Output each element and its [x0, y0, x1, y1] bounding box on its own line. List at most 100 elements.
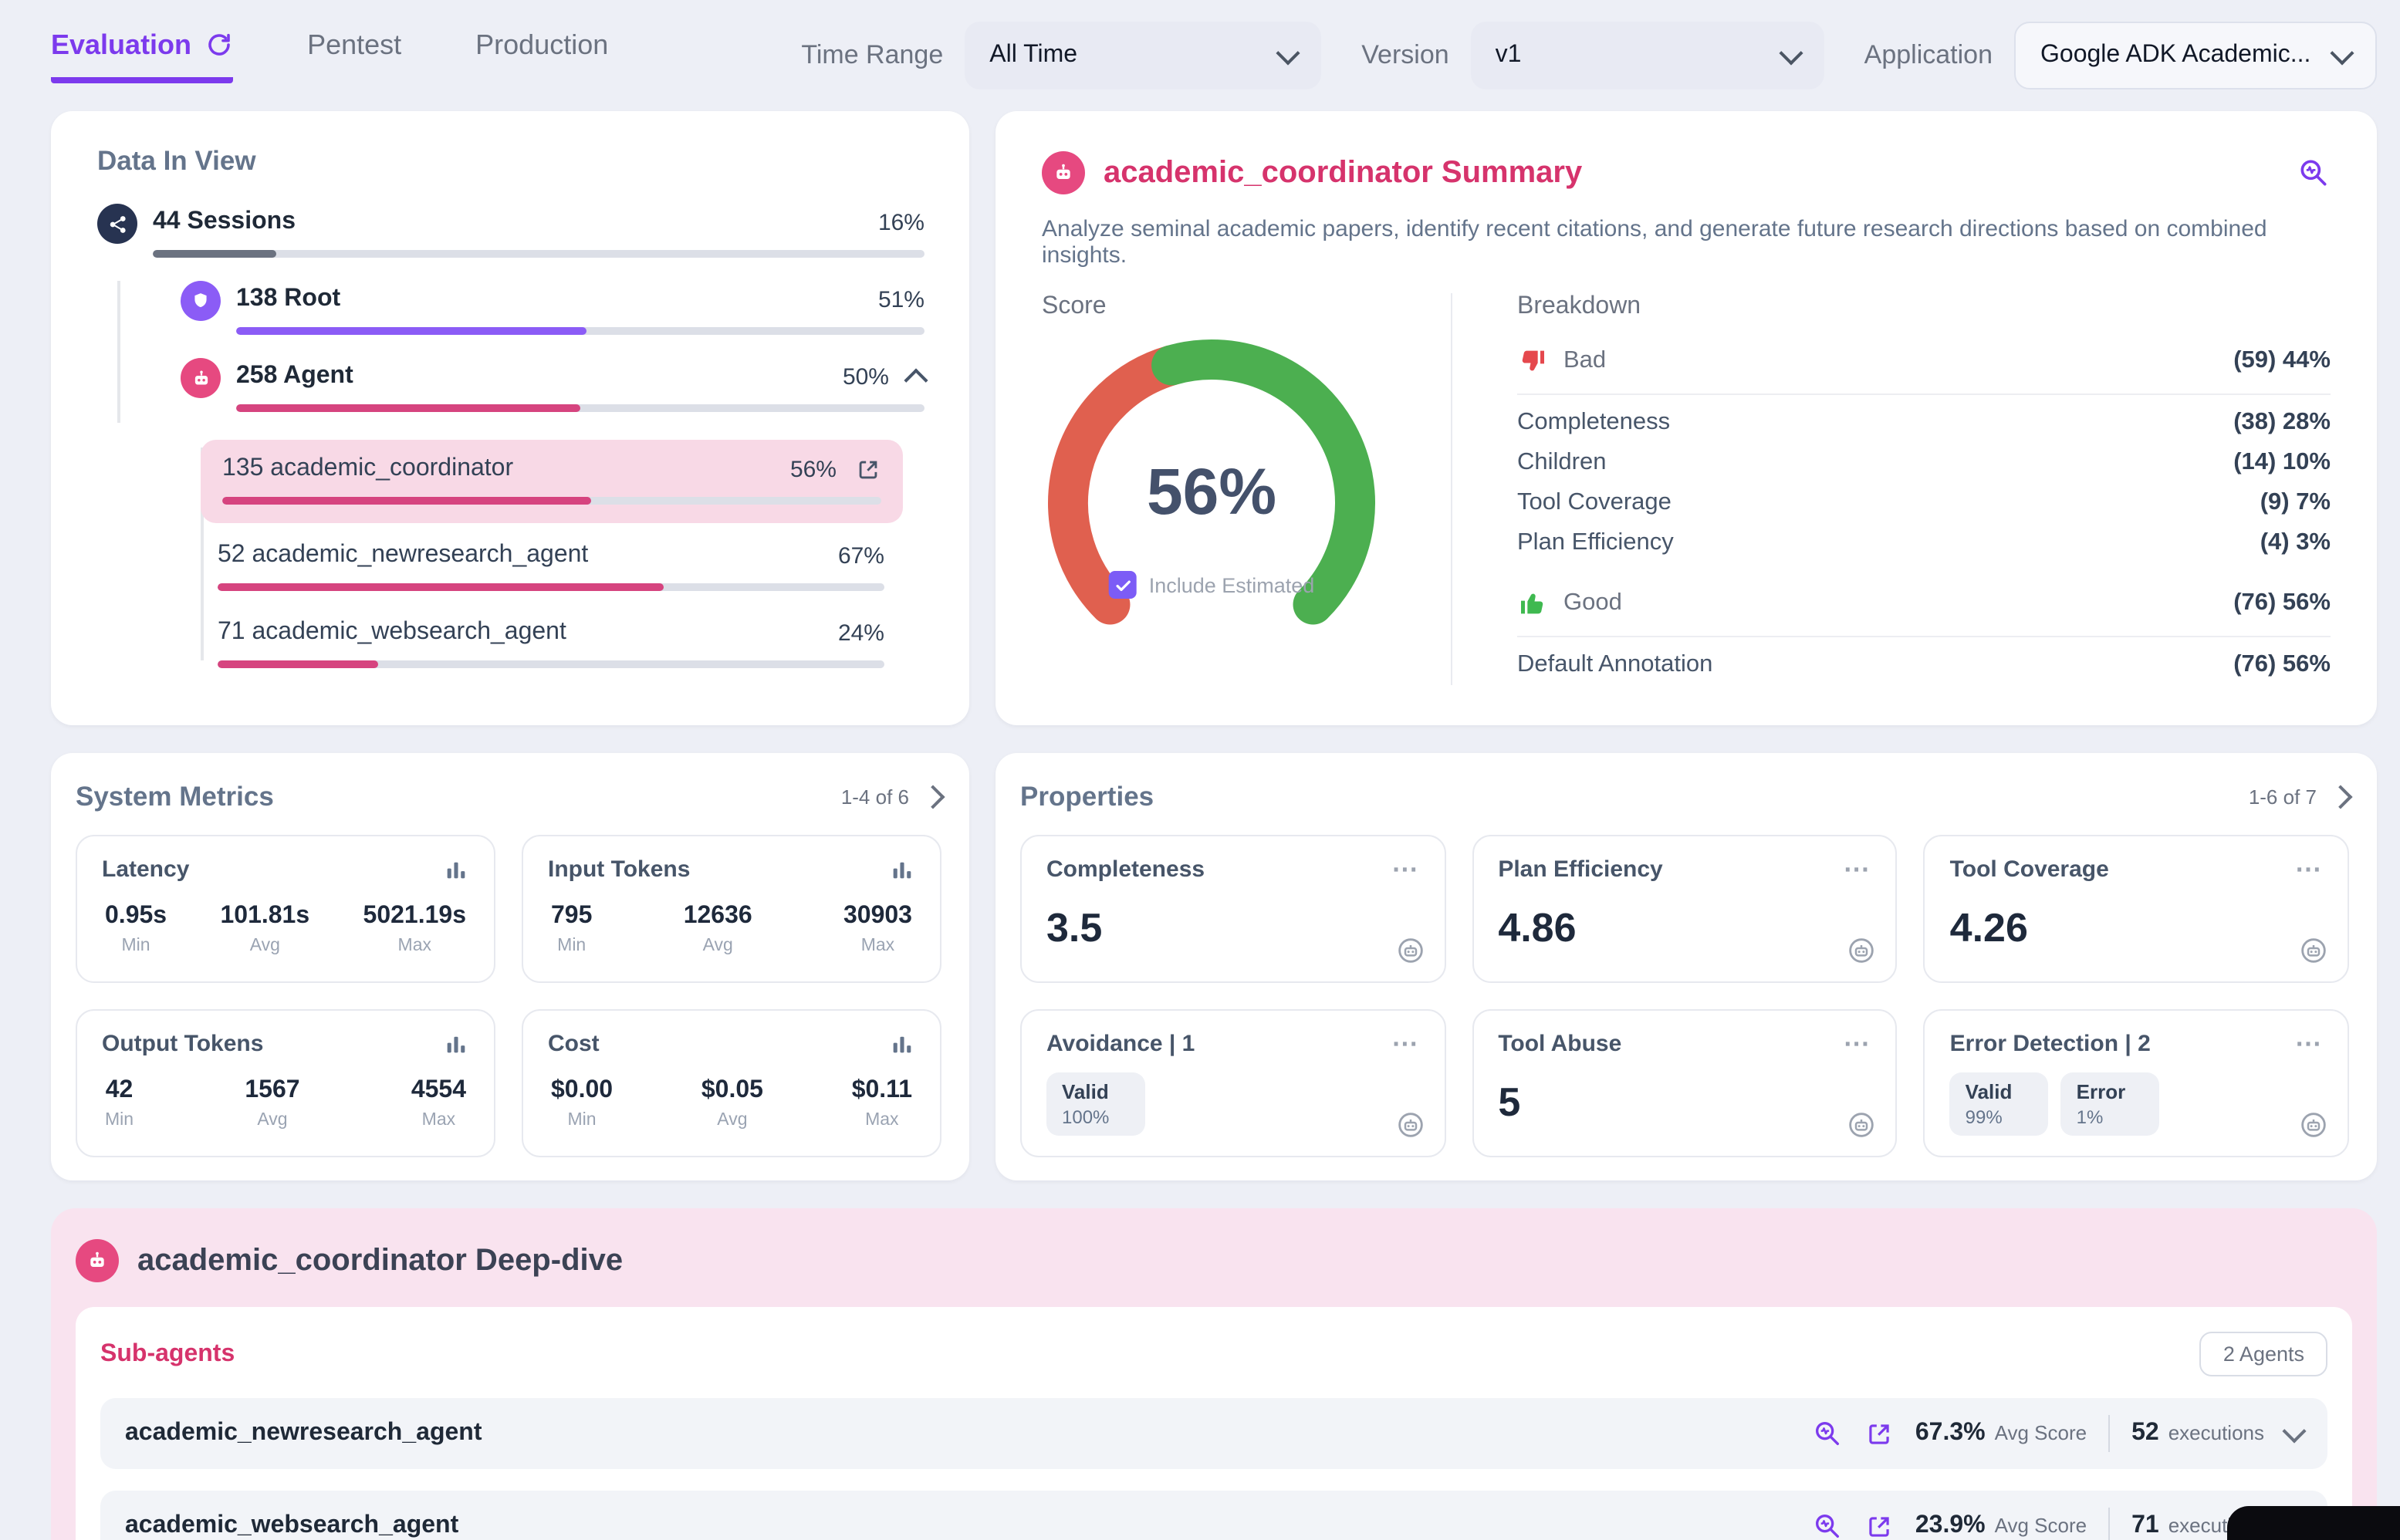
include-estimated-label: Include Estimated — [1148, 573, 1315, 596]
progress-bar — [218, 660, 884, 668]
tree-row-sessions[interactable]: 44 Sessions 16% — [97, 204, 925, 258]
avg-score-value: 67.3% — [1915, 1420, 1986, 1446]
include-estimated-checkbox[interactable] — [1108, 571, 1137, 599]
next-page-icon[interactable] — [921, 785, 945, 809]
refresh-icon[interactable] — [205, 31, 233, 59]
item-value: (4) 3% — [2260, 529, 2331, 556]
more-menu-icon[interactable]: ⋯ — [2294, 854, 2323, 883]
annotation-bot-icon[interactable] — [2298, 1109, 2329, 1140]
avg-label: Avg — [717, 1111, 748, 1130]
tree-percent: 51% — [877, 286, 925, 312]
tree-label: 44 Sessions — [153, 208, 296, 235]
breakdown-good-row: Good (76) 56% — [1517, 579, 2331, 628]
gauge-good-arc — [1151, 339, 1375, 625]
trace-search-icon[interactable] — [1812, 1418, 1843, 1449]
tree-row-agent[interactable]: 258 Agent 50% — [181, 358, 928, 412]
trace-search-icon[interactable] — [1812, 1511, 1843, 1540]
filter-bar: Time Range All Time Version v1 Applicati… — [761, 22, 2377, 89]
properties-card: Properties 1-6 of 7 Completeness ⋯ 3.5 — [995, 753, 2377, 1180]
metric-min: 42 — [105, 1077, 134, 1103]
bar-chart-icon — [443, 856, 469, 883]
time-range-value: All Time — [989, 42, 1078, 68]
application-select[interactable]: Google ADK Academic... — [2014, 22, 2377, 89]
item-value: (14) 10% — [2233, 449, 2331, 475]
avg-score-label: Avg Score — [1994, 1421, 2087, 1444]
agents-count-badge: 2 Agents — [2199, 1332, 2327, 1376]
tab-evaluation[interactable]: Evaluation — [51, 29, 234, 83]
thumbs-up-icon — [1517, 588, 1548, 619]
tab-production[interactable]: Production — [475, 29, 608, 83]
subagent-row-newresearch[interactable]: academic_newresearch_agent 67.3% Avg Sco… — [100, 1398, 2327, 1469]
tree-row-academic-newresearch[interactable]: 52 academic_newresearch_agent 67% — [218, 542, 884, 591]
data-in-view-card: Data In View 44 Sessions 16% — [51, 111, 969, 725]
tree-row-academic-websearch[interactable]: 71 academic_websearch_agent 24% — [218, 619, 884, 668]
tree-row-academic-coordinator[interactable]: 135 academic_coordinator 56% — [201, 440, 903, 523]
more-menu-icon[interactable]: ⋯ — [1843, 854, 1871, 883]
metric-tile-cost: Cost $0.00 Min $0.05 Avg $0.11 Max — [522, 1009, 941, 1157]
tree-row-root[interactable]: 138 Root 51% — [181, 281, 925, 335]
more-menu-icon[interactable]: ⋯ — [1843, 1028, 1871, 1058]
annotation-bot-icon[interactable] — [1394, 1109, 1425, 1140]
more-menu-icon[interactable]: ⋯ — [1391, 854, 1420, 883]
open-external-icon[interactable] — [1864, 1419, 1894, 1448]
chip-label: Valid — [1062, 1080, 1109, 1103]
agent-robot-icon — [1042, 151, 1085, 194]
avg-score-value: 23.9% — [1915, 1512, 1986, 1538]
application-value: Google ADK Academic... — [2040, 42, 2311, 68]
deep-dive-title: academic_coordinator Deep-dive — [137, 1243, 624, 1277]
item-label: Tool Coverage — [1517, 489, 1672, 515]
open-external-icon[interactable] — [855, 456, 881, 482]
bad-label: Bad — [1563, 347, 1607, 373]
good-label: Good — [1563, 589, 1622, 616]
metric-min: 795 — [551, 903, 593, 929]
version-select[interactable]: v1 — [1470, 22, 1824, 89]
item-value: (38) 28% — [2233, 409, 2331, 435]
property-title: Plan Efficiency — [1498, 856, 1663, 883]
metric-title: Output Tokens — [102, 1031, 264, 1057]
item-value: (9) 7% — [2260, 489, 2331, 515]
max-label: Max — [397, 937, 431, 955]
bad-value: (59) 44% — [2233, 347, 2331, 373]
subagent-row-websearch[interactable]: academic_websearch_agent 23.9% Avg Score — [100, 1491, 2327, 1540]
subagent-name: academic_websearch_agent — [125, 1512, 459, 1538]
min-label: Min — [567, 1111, 597, 1130]
item-label: Children — [1517, 449, 1607, 475]
subagents-card: Sub-agents 2 Agents academic_newresearch… — [76, 1307, 2352, 1540]
collapse-icon[interactable] — [904, 367, 928, 392]
progress-bar — [222, 497, 881, 505]
divider — [2108, 1508, 2111, 1540]
metric-max: 4554 — [411, 1077, 466, 1103]
metric-avg: 12636 — [683, 903, 752, 929]
metric-avg: 101.81s — [220, 903, 310, 929]
system-metrics-card: System Metrics 1-4 of 6 Latency 0.95s Min… — [51, 753, 969, 1180]
thumbs-down-icon — [1517, 346, 1548, 377]
more-menu-icon[interactable]: ⋯ — [2294, 1028, 2323, 1058]
next-page-icon[interactable] — [2328, 785, 2353, 809]
time-range-select[interactable]: All Time — [965, 22, 1322, 89]
metric-title: Cost — [548, 1031, 600, 1057]
annotation-bot-icon[interactable] — [2298, 935, 2329, 966]
metric-avg: 1567 — [245, 1077, 300, 1103]
trace-search-icon[interactable] — [2297, 156, 2331, 190]
more-menu-icon[interactable]: ⋯ — [1391, 1028, 1420, 1058]
breakdown-title: Breakdown — [1517, 293, 1641, 319]
expand-row-icon[interactable] — [2282, 1418, 2307, 1443]
max-label: Max — [421, 1111, 456, 1130]
progress-bar — [236, 327, 925, 335]
tab-pentest[interactable]: Pentest — [307, 29, 401, 83]
min-label: Min — [121, 937, 150, 955]
progress-bar — [153, 250, 925, 258]
annotation-bot-icon[interactable] — [1847, 935, 1878, 966]
breakdown-item: Default Annotation (76) 56% — [1517, 645, 2331, 685]
tree-percent: 56% — [789, 456, 837, 482]
progress-bar — [236, 404, 925, 412]
breakdown-item: Children (14) 10% — [1517, 443, 2331, 483]
tree-percent: 24% — [837, 620, 884, 646]
top-bar: Evaluation Pentest Production Time Range… — [0, 0, 2400, 111]
annotation-bot-icon[interactable] — [1847, 1109, 1878, 1140]
divider — [1517, 393, 2331, 395]
tree-label: 258 Agent — [236, 363, 353, 389]
annotation-bot-icon[interactable] — [1394, 935, 1425, 966]
open-external-icon[interactable] — [1864, 1511, 1894, 1540]
version-value: v1 — [1495, 42, 1522, 68]
